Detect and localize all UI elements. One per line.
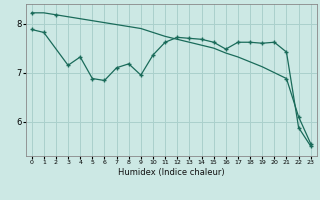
X-axis label: Humidex (Indice chaleur): Humidex (Indice chaleur): [118, 168, 225, 177]
